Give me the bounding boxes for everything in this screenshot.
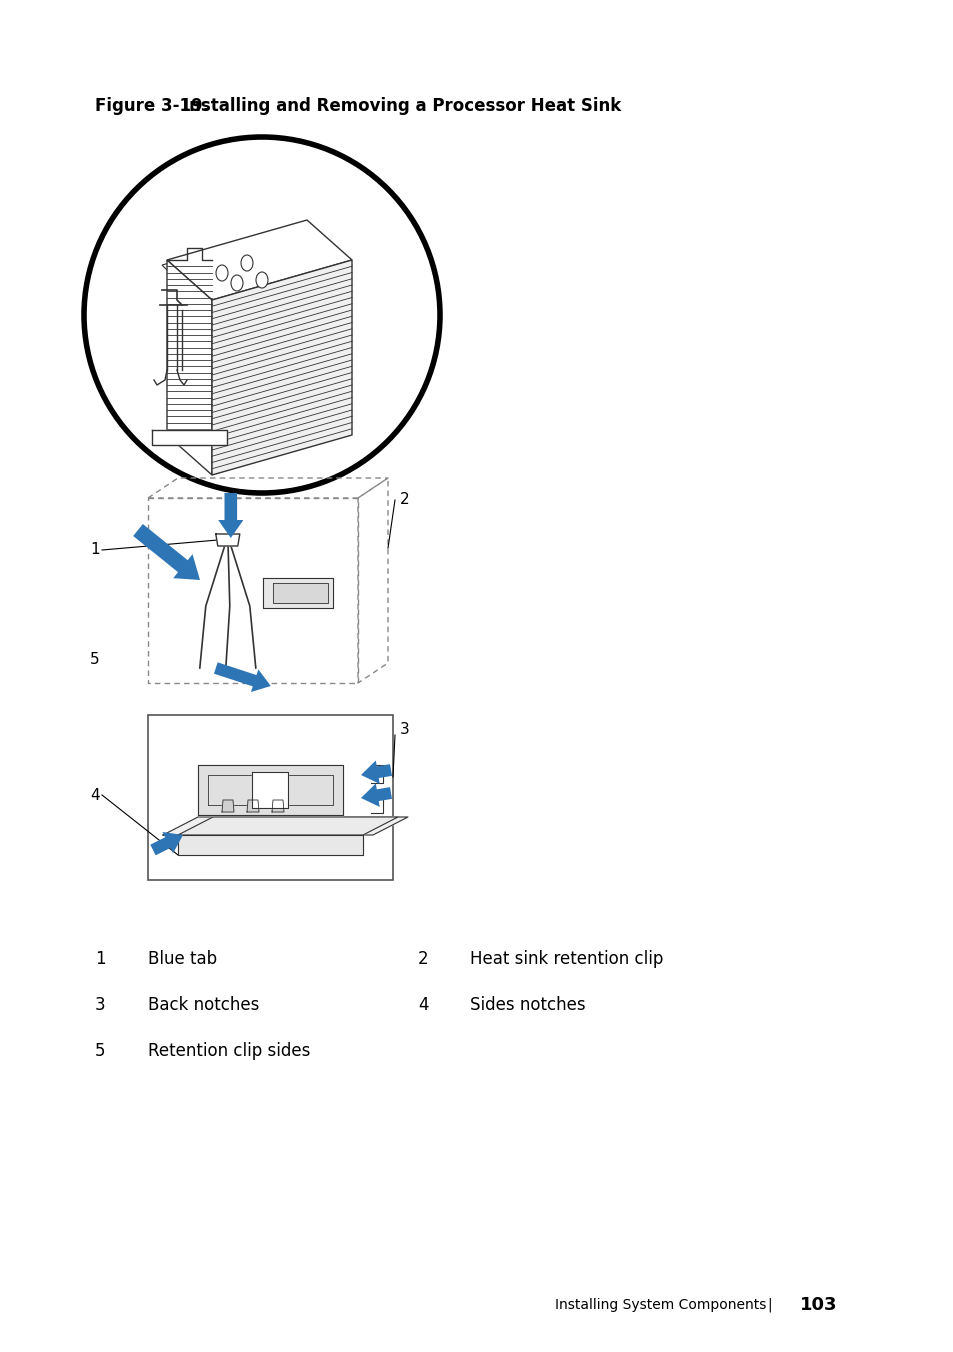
- Polygon shape: [360, 783, 392, 807]
- Polygon shape: [253, 772, 288, 808]
- Text: |: |: [767, 1298, 772, 1313]
- Polygon shape: [152, 430, 227, 445]
- Text: 103: 103: [800, 1297, 837, 1314]
- Text: 1: 1: [90, 542, 99, 557]
- Text: Installing and Removing a Processor Heat Sink: Installing and Removing a Processor Heat…: [183, 97, 620, 115]
- Text: Retention clip sides: Retention clip sides: [148, 1042, 310, 1060]
- Polygon shape: [133, 525, 200, 580]
- Bar: [148, 715, 393, 880]
- Text: Heat sink retention clip: Heat sink retention clip: [470, 950, 662, 968]
- Polygon shape: [212, 260, 352, 475]
- Text: 3: 3: [399, 722, 410, 737]
- Polygon shape: [360, 760, 392, 784]
- Polygon shape: [167, 260, 212, 475]
- Polygon shape: [213, 662, 271, 692]
- Polygon shape: [262, 579, 333, 608]
- Polygon shape: [178, 817, 397, 836]
- Text: 1: 1: [95, 950, 106, 968]
- Text: 2: 2: [399, 492, 409, 507]
- Text: Installing System Components: Installing System Components: [555, 1298, 765, 1311]
- Polygon shape: [272, 800, 284, 813]
- Ellipse shape: [255, 272, 268, 288]
- Polygon shape: [215, 534, 239, 546]
- Text: 5: 5: [95, 1042, 106, 1060]
- Text: Back notches: Back notches: [148, 996, 259, 1014]
- Polygon shape: [178, 836, 363, 854]
- Polygon shape: [198, 765, 343, 815]
- Circle shape: [84, 137, 439, 493]
- Text: Sides notches: Sides notches: [470, 996, 585, 1014]
- Ellipse shape: [231, 274, 243, 291]
- Polygon shape: [218, 493, 243, 538]
- Text: 4: 4: [417, 996, 428, 1014]
- Text: 3: 3: [95, 996, 106, 1014]
- Polygon shape: [162, 224, 352, 306]
- Polygon shape: [273, 583, 328, 603]
- Polygon shape: [247, 800, 258, 813]
- Polygon shape: [167, 220, 352, 300]
- Text: 5: 5: [90, 653, 99, 668]
- Text: 2: 2: [417, 950, 428, 968]
- Text: Blue tab: Blue tab: [148, 950, 217, 968]
- Polygon shape: [222, 800, 233, 813]
- Polygon shape: [163, 817, 408, 836]
- Ellipse shape: [215, 265, 228, 281]
- Text: 4: 4: [90, 787, 99, 803]
- Text: Figure 3-19.: Figure 3-19.: [95, 97, 209, 115]
- Polygon shape: [151, 831, 183, 856]
- Ellipse shape: [241, 256, 253, 270]
